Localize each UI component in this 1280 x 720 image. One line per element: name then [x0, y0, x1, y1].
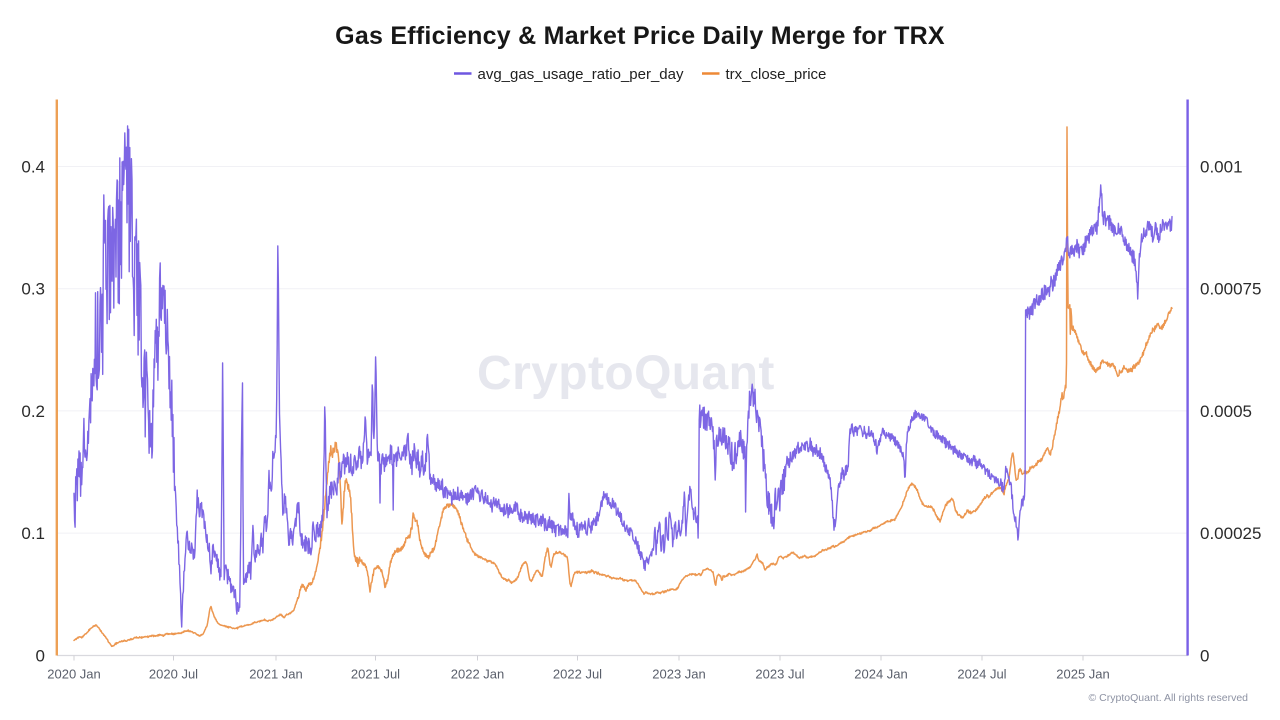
svg-text:0.001: 0.001 — [1200, 158, 1243, 177]
svg-text:trx_close_price: trx_close_price — [726, 66, 827, 83]
svg-text:© CryptoQuant. All rights rese: © CryptoQuant. All rights reserved — [1089, 692, 1249, 704]
svg-text:2024 Jul: 2024 Jul — [957, 667, 1006, 682]
svg-text:2022 Jan: 2022 Jan — [451, 667, 505, 682]
svg-text:2020 Jul: 2020 Jul — [149, 667, 198, 682]
svg-text:2023 Jul: 2023 Jul — [755, 667, 804, 682]
svg-text:2021 Jul: 2021 Jul — [351, 667, 400, 682]
svg-text:0.00025: 0.00025 — [1200, 524, 1261, 543]
svg-text:0.00075: 0.00075 — [1200, 280, 1261, 299]
svg-text:avg_gas_usage_ratio_per_day: avg_gas_usage_ratio_per_day — [478, 66, 684, 83]
svg-text:0.2: 0.2 — [21, 402, 45, 421]
svg-text:CryptoQuant: CryptoQuant — [477, 347, 775, 400]
svg-text:Gas Efficiency & Market Price: Gas Efficiency & Market Price Daily Merg… — [335, 22, 945, 50]
svg-text:0.1: 0.1 — [21, 524, 45, 543]
svg-text:2023 Jan: 2023 Jan — [652, 667, 706, 682]
svg-text:2022 Jul: 2022 Jul — [553, 667, 602, 682]
svg-text:0: 0 — [36, 646, 45, 665]
svg-text:0.3: 0.3 — [21, 280, 45, 299]
svg-text:2025 Jan: 2025 Jan — [1056, 667, 1110, 682]
svg-text:2020 Jan: 2020 Jan — [47, 667, 101, 682]
svg-text:0: 0 — [1200, 646, 1209, 665]
svg-text:2021 Jan: 2021 Jan — [249, 667, 303, 682]
svg-text:0.4: 0.4 — [21, 158, 45, 177]
svg-text:2024 Jan: 2024 Jan — [854, 667, 908, 682]
svg-text:0.0005: 0.0005 — [1200, 402, 1252, 421]
